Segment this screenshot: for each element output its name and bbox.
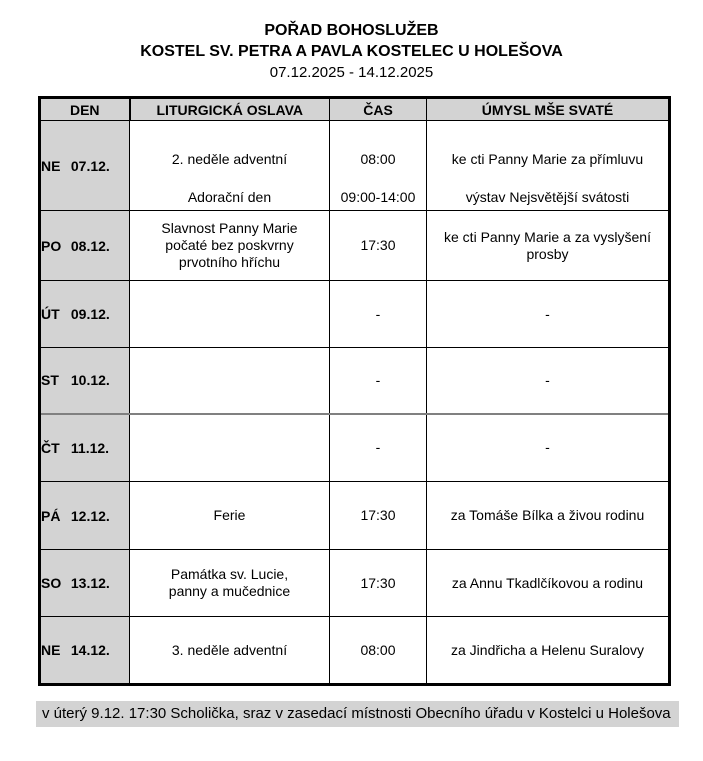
intention-text: - [545,371,550,388]
day-abbr: PÁ [41,507,61,524]
intention-text: ke cti Panny Marie a za vyslyšení prosby [444,228,651,262]
day-abbr: NE [41,642,61,658]
celebration-text: Slavnost Panny Marie počaté bez poskvrny… [161,220,298,270]
intention-text: za Annu Tkadlčíkovou a rodinu [451,574,644,591]
day-cell: PÁ 12.12. [39,481,130,550]
day-abbr: NE [41,157,61,174]
day-cell: SO 13.12. [39,549,130,617]
celebration-cell [129,412,330,482]
intention-cell: za Jindřicha a Helenu Suralovy [426,616,670,685]
table-row-ct-1112: ČT 11.12. - - [39,412,670,482]
day-abbr: ÚT [41,306,60,322]
day-cell: ČT 11.12. [39,412,130,482]
day-date: 12.12. [70,507,110,524]
time-cell: 17:30 [329,481,427,550]
time-line-2: 09:00-14:00 [340,189,416,205]
time-text: - [375,305,381,322]
schedule-table: DEN LITURGICKÁ OSLAVA ČAS ÚMYSL MŠE SVAT… [38,96,671,686]
date-range: 07.12.2025 - 14.12.2025 [269,64,434,81]
day-date: 08.12. [70,237,110,254]
celebration-text: Památka sv. Lucie, panny a mučednice [168,566,291,599]
celebration-cell [129,347,330,414]
celebration-text: 3. neděle adventní [171,641,288,658]
celebration-cell: Ferie [129,481,330,550]
time-line-1: 08:00 [360,151,396,167]
day-date: 10.12. [70,372,110,389]
intention-text: za Jindřicha a Helenu Suralovy [451,641,644,658]
time-text: 17:30 [360,574,396,591]
column-header-umysl: ÚMYSL MŠE SVATÉ [426,97,670,121]
intention-text: - [545,305,550,322]
time-cell: - [329,412,427,482]
time-text: - [375,371,381,388]
intention-cell: - [426,280,670,348]
table-row-so-1312: SO 13.12. Památka sv. Lucie, panny a muč… [39,549,670,617]
celebration-line-1: 2. neděle adventní [171,151,288,167]
time-text: - [375,439,381,456]
day-date: 13.12. [70,575,110,591]
table-row-ne-0712: NE 07.12. 2. neděle adventní Adorační de… [39,120,670,211]
day-abbr: ČT [41,439,60,456]
celebration-line-2: Adorační den [187,189,272,205]
celebration-cell [129,280,330,348]
day-date: 07.12. [70,157,110,174]
footer-note: v úterý 9.12. 17:30 Scholička, sraz v za… [36,701,679,727]
table-header-row: DEN LITURGICKÁ OSLAVA ČAS ÚMYSL MŠE SVAT… [39,97,670,121]
time-text: 17:30 [360,237,396,253]
time-cell: - [329,280,427,348]
table-row-pa-1212: PÁ 12.12. Ferie 17:30 za Tomáše Bílka a … [39,481,670,550]
intention-text: za Tomáše Bílka a živou rodinu [450,507,645,523]
day-abbr: ST [41,372,59,389]
celebration-cell: Památka sv. Lucie, panny a mučednice [129,549,330,617]
day-cell: NE 07.12. [39,120,130,211]
intention-cell: ke cti Panny Marie a za vyslyšení prosby [426,210,670,281]
column-header-cas: ČAS [329,97,427,121]
page-title: POŘAD BOHOSLUŽEB [264,22,439,39]
time-cell: 17:30 [329,210,427,281]
table-row-st-1012: ST 10.12. - - [39,347,670,414]
day-date: 09.12. [70,306,110,322]
intention-cell: - [426,347,670,414]
table-row-ne-1412: NE 14.12. 3. neděle adventní 08:00 za Ji… [39,616,670,685]
document-header: POŘAD BOHOSLUŽEB KOSTEL SV. PETRA A PAVL… [0,0,703,83]
table-row-ut-0912: ÚT 09.12. - - [39,280,670,348]
table-row-po-0812: PO 08.12. Slavnost Panny Marie počaté be… [39,210,670,281]
intention-cell: - [426,412,670,482]
time-cell: - [329,347,427,414]
intention-text: - [545,439,550,456]
day-abbr: PO [41,237,62,254]
church-name: KOSTEL SV. PETRA A PAVLA KOSTELEC U HOLE… [140,43,563,60]
day-cell: ST 10.12. [39,347,130,414]
day-abbr: SO [41,575,62,591]
column-header-den: DEN [39,97,131,121]
day-date: 11.12. [70,439,110,456]
column-header-liturgicka-oslava: LITURGICKÁ OSLAVA [129,97,330,121]
time-cell: 08:00 [329,616,427,685]
celebration-cell: 2. neděle adventní Adorační den [129,120,330,211]
celebration-cell: 3. neděle adventní [129,616,330,685]
intention-line-2: výstav Nejsvětější svátosti [465,189,630,205]
time-cell: 08:00 09:00-14:00 [329,120,427,211]
day-cell: NE 14.12. [39,616,130,685]
day-date: 14.12. [70,642,110,658]
day-cell: ÚT 09.12. [39,280,130,348]
intention-line-1: ke cti Panny Marie za přímluvu [451,151,644,167]
day-cell: PO 08.12. [39,210,130,281]
time-text: 17:30 [360,507,396,523]
intention-cell: za Tomáše Bílka a živou rodinu [426,481,670,550]
time-text: 08:00 [360,641,396,658]
time-cell: 17:30 [329,549,427,617]
intention-cell: za Annu Tkadlčíkovou a rodinu [426,549,670,617]
intention-cell: ke cti Panny Marie za přímluvu výstav Ne… [426,120,670,211]
celebration-text: Ferie [213,507,246,523]
celebration-cell: Slavnost Panny Marie počaté bez poskvrny… [129,210,330,281]
